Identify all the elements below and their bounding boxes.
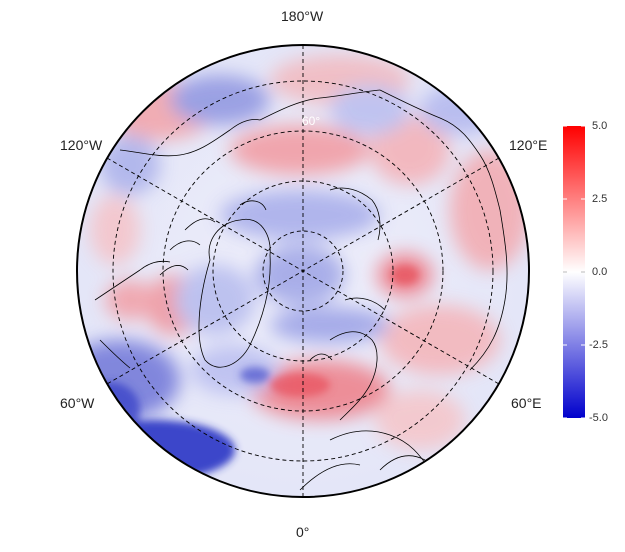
colorbar-tick-label: 2.5 [592,193,608,205]
lat-label: 60° [302,114,321,128]
colorbar-tick-label: 0.0 [592,266,608,278]
graticule [106,45,500,497]
map-border [76,44,530,498]
colorbar-tick-label: -5.0 [589,412,608,424]
colorbar-tick-label: -2.5 [589,339,608,351]
lon-label-top: 180°W [281,8,324,24]
colorbar [563,125,585,419]
colorbar-gradient [563,126,585,418]
lon-label-upper-left: 120°W [60,137,103,153]
lon-label-bottom: 0° [296,524,310,540]
lon-label-lower-left: 60°W [60,395,95,411]
coastlines [94,89,508,491]
lon-label-lower-right: 60°E [511,395,542,411]
lon-label-upper-right: 120°E [509,137,548,153]
anomaly-field [77,45,529,497]
colorbar-tick-label: 5.0 [592,120,608,132]
